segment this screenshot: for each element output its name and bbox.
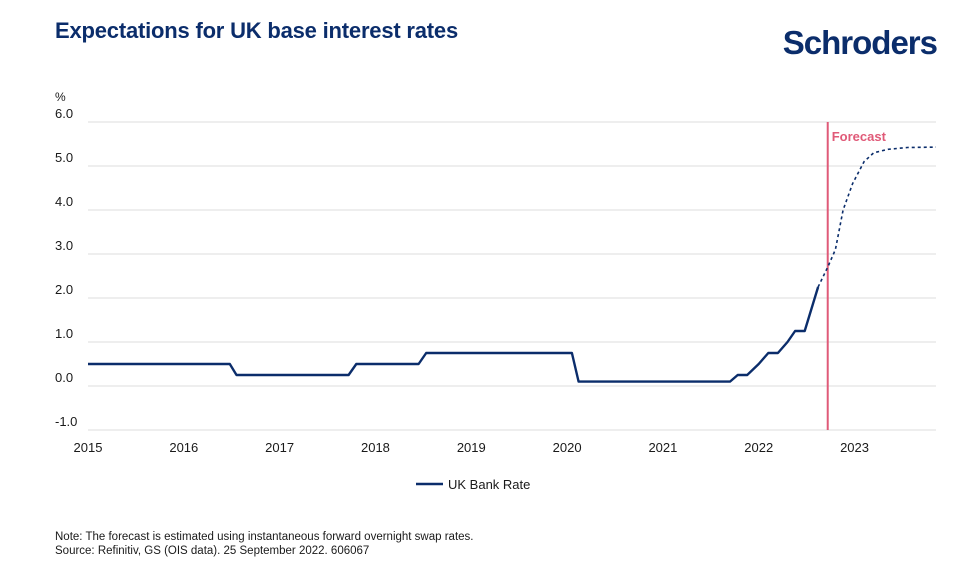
y-tick-label: 5.0 [55,150,73,165]
y-tick-label: 2.0 [55,282,73,297]
x-tick-label: 2023 [840,440,869,455]
y-tick-label: 6.0 [55,106,73,121]
y-axis-label: % [55,90,66,104]
forecast-label: Forecast [832,129,887,144]
y-tick-label: -1.0 [55,414,77,429]
brand-logo: Schroders [782,24,938,61]
forecast-series-line [817,146,937,288]
x-tick-label: 2019 [457,440,486,455]
y-tick-label: 1.0 [55,326,73,341]
x-tick-label: 2021 [648,440,677,455]
footnote: Note: The forecast is estimated using in… [55,530,473,558]
footnote-source: Source: Refinitiv, GS (OIS data). 25 Sep… [55,545,370,557]
y-tick-label: 4.0 [55,194,73,209]
x-tick-label: 2015 [74,440,103,455]
x-tick-label: 2016 [169,440,198,455]
chart-title: Expectations for UK base interest rates [55,18,459,43]
legend-label: UK Bank Rate [448,477,530,492]
y-tick-label: 0.0 [55,370,73,385]
x-tick-label: 2020 [553,440,582,455]
footnote-note: Note: The forecast is estimated using in… [55,531,474,543]
bank-rate-series-line [88,286,820,383]
y-tick-label: 3.0 [55,238,73,253]
x-tick-label: 2018 [361,440,390,455]
x-tick-label: 2022 [744,440,773,455]
x-tick-label: 2017 [265,440,294,455]
